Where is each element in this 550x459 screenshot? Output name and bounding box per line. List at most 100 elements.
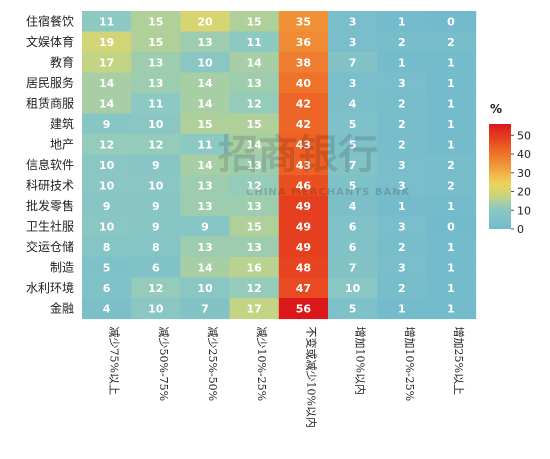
heatmap-cell (377, 277, 427, 299)
heatmap-cell (82, 298, 132, 320)
cell-value-label: 2 (398, 138, 406, 151)
heatmap-cell (82, 134, 132, 156)
heatmap-cell (278, 236, 329, 258)
cell-value-label: 1 (447, 200, 455, 213)
heatmap-cell (377, 216, 427, 238)
heatmap-cell (426, 195, 477, 217)
heatmap-cell (82, 52, 132, 74)
heatmap-cell (328, 216, 378, 238)
heatmap-cell (426, 93, 477, 115)
cell-value-label: 1 (447, 97, 455, 110)
cell-value-label: 1 (447, 77, 455, 90)
heatmap-cell (278, 93, 329, 115)
row-label: 住宿餐饮 (26, 13, 74, 28)
heatmap-cell (377, 175, 427, 197)
heatmap-cell (278, 195, 329, 217)
heatmap-cell (180, 277, 231, 299)
cell-value-label: 12 (247, 282, 262, 295)
cell-value-label: 3 (398, 159, 406, 172)
cell-value-label: 13 (247, 241, 262, 254)
heatmap-cell (377, 113, 427, 135)
cell-value-label: 2 (398, 282, 406, 295)
heatmap-cell (229, 31, 280, 53)
cell-value-label: 13 (197, 241, 212, 254)
heatmap-cell (278, 134, 329, 156)
row-label: 教育 (50, 54, 74, 69)
cell-value-label: 13 (148, 56, 163, 69)
heatmap-cell (328, 11, 378, 33)
cell-value-label: 7 (349, 56, 357, 69)
heatmap-cell (82, 195, 132, 217)
cell-value-label: 1 (398, 302, 406, 315)
heatmap-cell (426, 134, 477, 156)
heatmap-cell (131, 52, 181, 74)
cell-value-label: 13 (197, 179, 212, 192)
row-label: 卫生社服 (26, 218, 74, 233)
cell-value-label: 8 (152, 241, 160, 254)
color-legend: % 0 10 20 30 40 50 (489, 102, 531, 236)
cell-value-label: 47 (296, 282, 311, 295)
heatmap-cell (229, 11, 280, 33)
heatmap-cell (377, 11, 427, 33)
cell-value-label: 13 (148, 77, 163, 90)
row-label: 制造 (50, 260, 74, 274)
heatmap-cell (229, 236, 280, 258)
cell-value-label: 3 (398, 179, 406, 192)
cell-value-label: 14 (247, 138, 263, 151)
cell-value-label: 10 (148, 179, 164, 192)
cell-value-label: 1 (447, 261, 455, 274)
cell-value-label: 12 (148, 282, 163, 295)
cell-value-label: 12 (99, 138, 114, 151)
cell-value-label: 15 (247, 118, 262, 131)
cell-value-label: 6 (349, 241, 357, 254)
heatmap-cell (131, 298, 181, 320)
heatmap-cell (426, 31, 477, 53)
cells-layer: 11 15 20 15 35 3 1 019 15 13 11 36 3 2 217 13 10 14 38 7 1 11… (82, 11, 477, 320)
cell-value-label: 11 (247, 36, 262, 49)
legend-tick-label: 30 (517, 167, 531, 180)
heatmap-cell (180, 216, 231, 238)
legend-unit-label: % (490, 102, 502, 116)
cell-value-label: 6 (349, 220, 357, 233)
heatmap-cell (328, 31, 378, 53)
cell-value-label: 49 (296, 241, 311, 254)
column-label: 增加10%-25% (403, 327, 417, 402)
cell-value-label: 10 (197, 56, 213, 69)
cell-value-label: 17 (247, 302, 262, 315)
heatmap-cell (328, 298, 378, 320)
cell-value-label: 10 (345, 282, 361, 295)
watermark-subtext: CHINA MERCHANTS BANK (246, 187, 411, 198)
cell-value-label: 12 (247, 179, 262, 192)
heatmap-cell (426, 11, 477, 33)
heatmap-cell (229, 154, 280, 176)
heatmap-cell (180, 195, 231, 217)
column-label: 减少25%-50% (206, 327, 219, 402)
column-label: 增加10%以内 (354, 327, 368, 395)
column-labels: 减少75%以上 减少50%-75% 减少25%-50% 减少10%-25% 不变或减少1… (108, 327, 466, 428)
cell-value-label: 10 (99, 159, 115, 172)
heatmap-cell (229, 277, 280, 299)
legend-color-bar (489, 124, 511, 229)
heatmap-cell (328, 277, 378, 299)
cell-value-label: 8 (103, 241, 111, 254)
watermark: 招商银行 CHINA MERCHANTS BANK (218, 131, 411, 198)
heatmap-cell (180, 52, 231, 74)
row-labels: 住宿餐饮文娱体育教育居民服务租赁商服建筑地产信息软件科研技术批发零售卫生社服交运… (26, 13, 74, 315)
cell-value-label: 1 (398, 56, 406, 69)
row-label: 居民服务 (26, 75, 74, 90)
cell-value-label: 1 (447, 302, 455, 315)
heatmap-cell (229, 72, 280, 94)
heatmap-cell (82, 257, 132, 279)
heatmap-cell (426, 298, 477, 320)
cell-value-label: 2 (398, 97, 406, 110)
heatmap-cell (426, 216, 477, 238)
cell-value-label: 4 (349, 200, 357, 213)
cell-value-label: 38 (296, 56, 311, 69)
cell-value-label: 0 (447, 220, 455, 233)
heatmap-cell (82, 93, 132, 115)
heatmap-cell (377, 93, 427, 115)
cell-value-label: 48 (296, 261, 311, 274)
heatmap-cell (229, 113, 280, 135)
cell-value-label: 4 (349, 97, 357, 110)
